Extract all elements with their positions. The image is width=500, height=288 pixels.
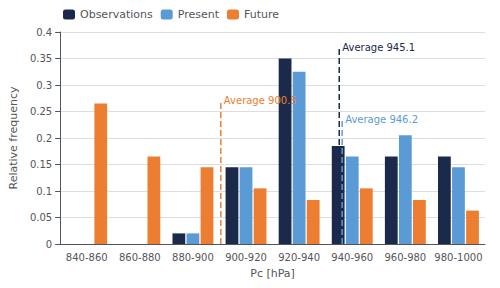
svg-text:0.05: 0.05 <box>30 212 52 223</box>
svg-text:0.4: 0.4 <box>36 27 52 38</box>
svg-text:0.15: 0.15 <box>30 159 52 170</box>
svg-text:900-920: 900-920 <box>225 252 267 263</box>
svg-text:0.1: 0.1 <box>36 186 52 197</box>
svg-text:0.35: 0.35 <box>30 53 52 64</box>
svg-text:840-860: 840-860 <box>66 252 108 263</box>
svg-text:940-960: 940-960 <box>331 252 373 263</box>
svg-text:Observations: Observations <box>80 8 153 21</box>
svg-text:920-940: 920-940 <box>278 252 320 263</box>
svg-text:Pc [hPa]: Pc [hPa] <box>250 267 295 280</box>
svg-text:0.2: 0.2 <box>36 133 52 144</box>
svg-text:960-980: 960-980 <box>384 252 426 263</box>
svg-text:Average 945.1: Average 945.1 <box>342 42 415 53</box>
svg-text:0: 0 <box>46 239 52 250</box>
svg-text:Relative frequency: Relative frequency <box>7 86 20 190</box>
svg-text:Future: Future <box>244 8 279 21</box>
svg-text:Average 946.2: Average 946.2 <box>345 114 418 125</box>
svg-text:Average 900.5: Average 900.5 <box>224 95 297 106</box>
svg-text:0.25: 0.25 <box>30 106 52 117</box>
svg-text:880-900: 880-900 <box>172 252 214 263</box>
svg-text:980-1000: 980-1000 <box>434 252 482 263</box>
svg-text:860-880: 860-880 <box>119 252 161 263</box>
svg-text:0.3: 0.3 <box>36 80 52 91</box>
svg-text:Present: Present <box>178 8 220 21</box>
